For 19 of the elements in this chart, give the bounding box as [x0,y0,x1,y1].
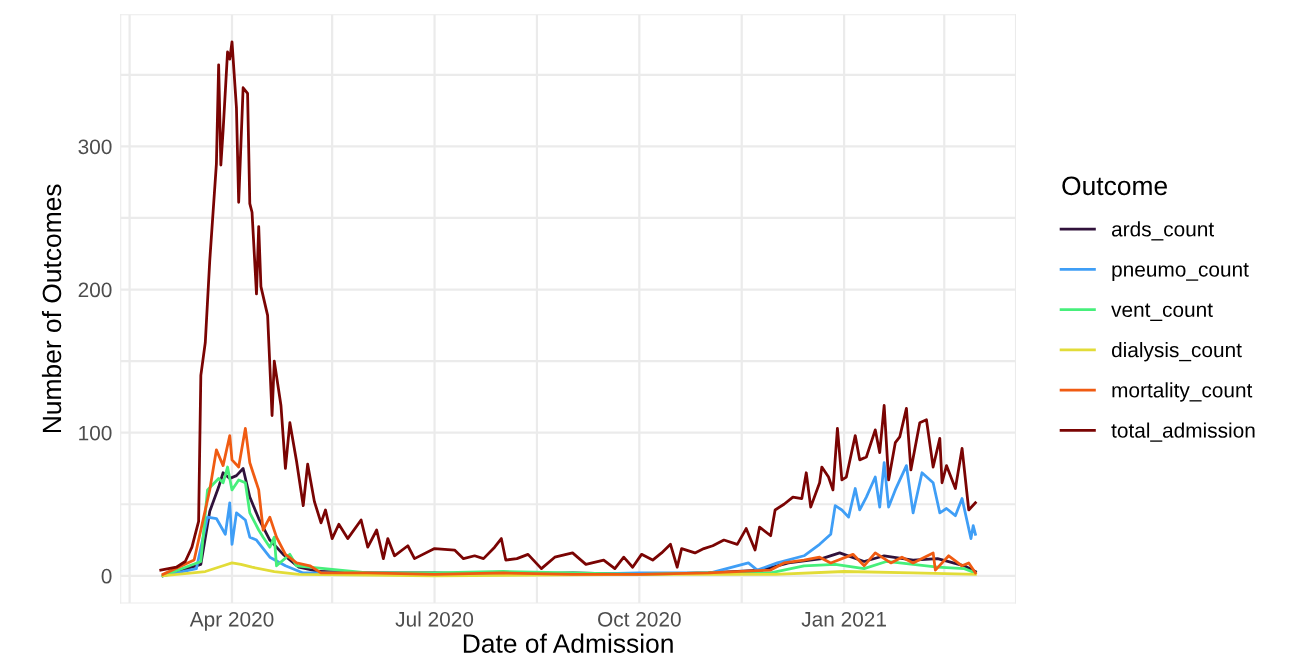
legend-label: mortality_count [1112,382,1253,402]
line-series [159,40,977,572]
y-tick-label: 300 [78,139,112,155]
legend-label: pneumo_count [1112,263,1249,281]
y-axis-title: Number of Outcomes [41,184,62,433]
legend-label: vent_count [1111,303,1213,321]
legend-label: dialysis_count [1111,342,1242,362]
legend-label: ards_count [1111,221,1215,241]
x-tick-label: Oct 2020 [598,611,681,627]
y-tick-label: 200 [78,282,112,298]
x-axis-title: Date of Admission [463,633,673,653]
y-tick-label: 0 [101,568,112,584]
line-series [161,426,977,576]
y-tick-label: 100 [79,425,112,441]
x-tick-label: Apr 2020 [189,611,274,631]
x-tick-label: Jan 2021 [801,611,886,627]
legend-label: total_admission [1111,422,1255,442]
legend-title: Outcome [1062,176,1167,196]
x-tick-label: Jul 2020 [395,611,474,627]
